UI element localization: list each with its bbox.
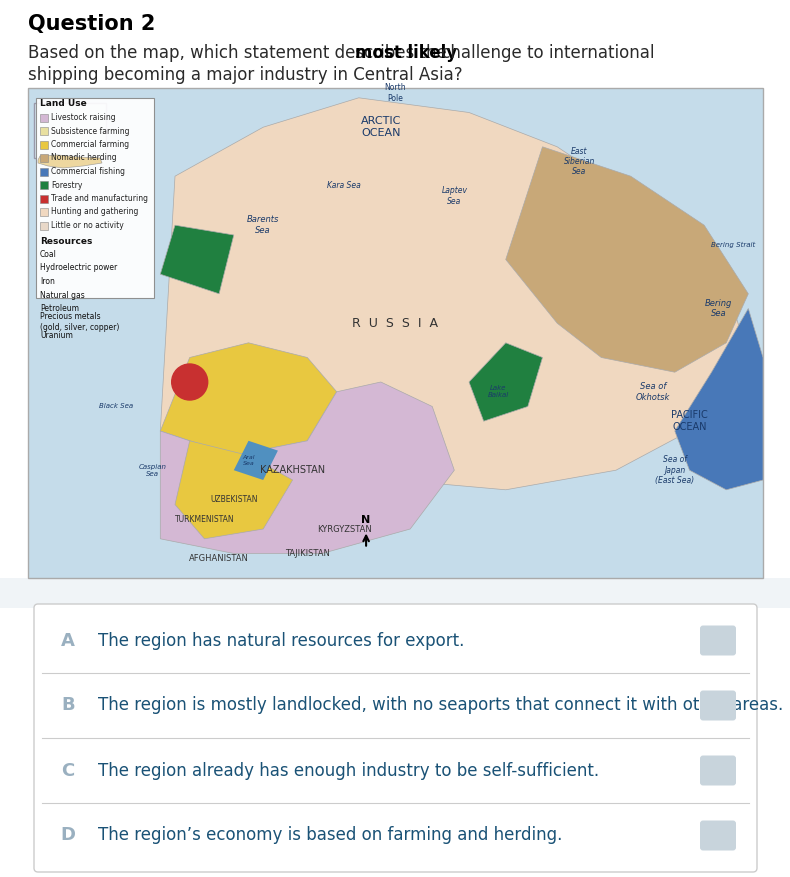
FancyBboxPatch shape [700,821,736,851]
Text: N: N [362,515,371,524]
Text: Resources: Resources [40,237,92,246]
Polygon shape [160,225,234,294]
Polygon shape [675,309,763,489]
Text: Hunting and gathering: Hunting and gathering [51,208,138,217]
Text: TAJIKISTAN: TAJIKISTAN [285,549,329,558]
Text: challenge to international: challenge to international [436,44,654,62]
Text: Kara Sea: Kara Sea [327,182,361,190]
Text: Lake
Baikal: Lake Baikal [487,385,509,398]
Polygon shape [469,343,543,421]
Text: Little or no activity: Little or no activity [51,221,124,230]
Text: Coal: Coal [40,250,57,259]
Text: UZBEKISTAN: UZBEKISTAN [210,496,258,504]
Polygon shape [506,146,748,372]
Text: Commercial fishing: Commercial fishing [51,167,125,176]
Bar [40,222,48,230]
Bar [40,168,48,175]
Text: PACIFIC
OCEAN: PACIFIC OCEAN [672,410,708,432]
Text: Caspian
Sea: Caspian Sea [139,464,167,477]
Text: Iron: Iron [40,277,55,286]
Text: Livestock raising: Livestock raising [51,113,115,122]
Polygon shape [234,441,278,480]
Text: Forestry: Forestry [51,181,82,189]
Text: Sea of
Japan
(East Sea): Sea of Japan (East Sea) [655,455,694,485]
Text: The region is mostly landlocked, with no seaports that connect it with other are: The region is mostly landlocked, with no… [98,696,783,715]
Text: Subsistence farming: Subsistence farming [51,126,130,136]
Text: Based on the map, which statement describes the: Based on the map, which statement descri… [28,44,452,62]
Bar [40,195,48,203]
Bar [40,140,48,148]
Text: Question 2: Question 2 [28,14,156,34]
Text: Hydroelectric power: Hydroelectric power [40,263,117,273]
Text: Laptev
Sea: Laptev Sea [442,186,468,205]
Polygon shape [160,343,337,455]
Bar [40,127,48,135]
Bar [0,578,790,608]
Text: Uranium: Uranium [40,331,73,340]
Bar [36,98,154,298]
Text: Commercial farming: Commercial farming [51,140,129,149]
Text: Land Use: Land Use [40,99,87,109]
Text: C: C [62,761,74,780]
Text: Petroleum: Petroleum [40,304,79,313]
Text: Precious metals
(gold, silver, copper): Precious metals (gold, silver, copper) [40,312,119,332]
Bar [40,181,48,189]
Text: D: D [61,826,76,845]
Text: The region’s economy is based on farming and herding.: The region’s economy is based on farming… [98,826,562,845]
Polygon shape [160,98,748,489]
Polygon shape [38,155,102,168]
Text: Bering
Sea: Bering Sea [705,299,732,318]
Text: Trade and manufacturing: Trade and manufacturing [51,194,148,203]
Text: The region has natural resources for export.: The region has natural resources for exp… [98,631,465,650]
Text: Black Sea: Black Sea [99,403,134,410]
Text: B: B [61,696,75,715]
Text: Barents
Sea: Barents Sea [247,216,280,235]
Bar [34,103,106,158]
Text: KAZAKHSTAN: KAZAKHSTAN [260,465,325,475]
Text: most likely: most likely [355,44,457,62]
Bar [40,208,48,216]
Circle shape [171,364,208,400]
Text: The region already has enough industry to be self-sufficient.: The region already has enough industry t… [98,761,599,780]
Text: East
Siberian
Sea: East Siberian Sea [563,146,595,176]
Text: shipping becoming a major industry in Central Asia?: shipping becoming a major industry in Ce… [28,66,463,84]
Polygon shape [160,382,454,553]
Text: A: A [61,631,75,650]
Text: AFGHANISTAN: AFGHANISTAN [189,554,249,563]
FancyBboxPatch shape [700,690,736,721]
Bar [40,154,48,162]
FancyBboxPatch shape [34,604,757,872]
FancyBboxPatch shape [700,625,736,655]
Polygon shape [175,441,292,538]
Text: ARCTIC
OCEAN: ARCTIC OCEAN [360,117,401,138]
Text: Natural gas: Natural gas [40,290,85,300]
Text: North
Pole: North Pole [385,83,406,103]
Bar [28,88,763,578]
Text: KYRGYZSTAN: KYRGYZSTAN [317,524,371,533]
Text: Bering Strait: Bering Strait [712,242,756,248]
Text: Sea of
Okhotsk: Sea of Okhotsk [636,382,670,402]
Text: R  U  S  S  I  A: R U S S I A [352,317,438,330]
Text: Aral
Sea: Aral Sea [243,455,254,466]
Bar [40,113,48,122]
FancyBboxPatch shape [700,755,736,786]
Text: TURKMENISTAN: TURKMENISTAN [175,515,234,524]
Text: Nomadic herding: Nomadic herding [51,153,117,162]
